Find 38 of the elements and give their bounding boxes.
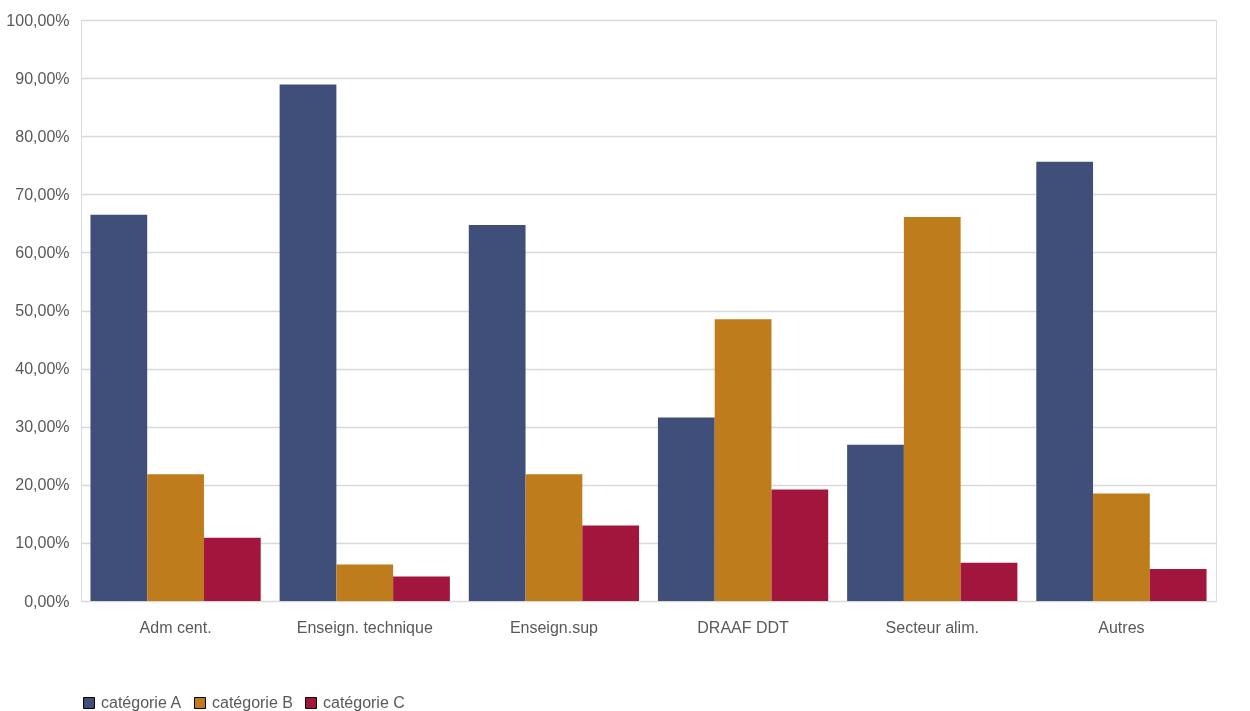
- bar: [468, 225, 526, 601]
- y-tick-label: 90,00%: [15, 69, 70, 87]
- y-tick-label: 20,00%: [15, 476, 70, 494]
- bar: [847, 444, 904, 601]
- legend-label: catégorie A: [101, 694, 182, 711]
- x-tick-label: Enseign. technique: [296, 618, 433, 636]
- y-tick-label: 80,00%: [15, 127, 70, 145]
- bar: [960, 562, 1018, 601]
- x-tick-label: Autres: [1098, 618, 1145, 636]
- y-tick-label: 60,00%: [15, 243, 70, 261]
- y-tick-label: 0,00%: [24, 592, 70, 610]
- y-tick-label: 30,00%: [15, 418, 70, 436]
- bar: [336, 564, 394, 601]
- x-tick-label: DRAAF DDT: [697, 618, 790, 636]
- x-tick-label: Adm cent.: [139, 618, 212, 636]
- bar: [203, 537, 261, 601]
- bar: [1093, 493, 1150, 601]
- y-tick-label: 100,00%: [6, 11, 70, 29]
- y-tick-label: 40,00%: [15, 360, 70, 378]
- bar: [525, 474, 583, 601]
- y-tick-label: 50,00%: [15, 302, 70, 319]
- y-tick-label: 10,00%: [15, 534, 70, 552]
- bar: [903, 216, 961, 601]
- bar: [147, 474, 204, 601]
- bar: [393, 576, 450, 601]
- legend-label: catégorie C: [323, 694, 405, 711]
- y-tick-label: 70,00%: [15, 185, 70, 203]
- legend-label: catégorie B: [212, 694, 293, 711]
- bar: [771, 489, 829, 601]
- bar: [582, 525, 640, 601]
- bar: [90, 214, 148, 601]
- bar: [657, 417, 715, 601]
- bar: [279, 84, 337, 601]
- x-tick-label: Secteur alim.: [885, 618, 979, 636]
- bar: [714, 319, 772, 601]
- bar: [1149, 569, 1207, 601]
- x-tick-label: Enseign.sup: [509, 618, 599, 636]
- bar: [1036, 161, 1094, 601]
